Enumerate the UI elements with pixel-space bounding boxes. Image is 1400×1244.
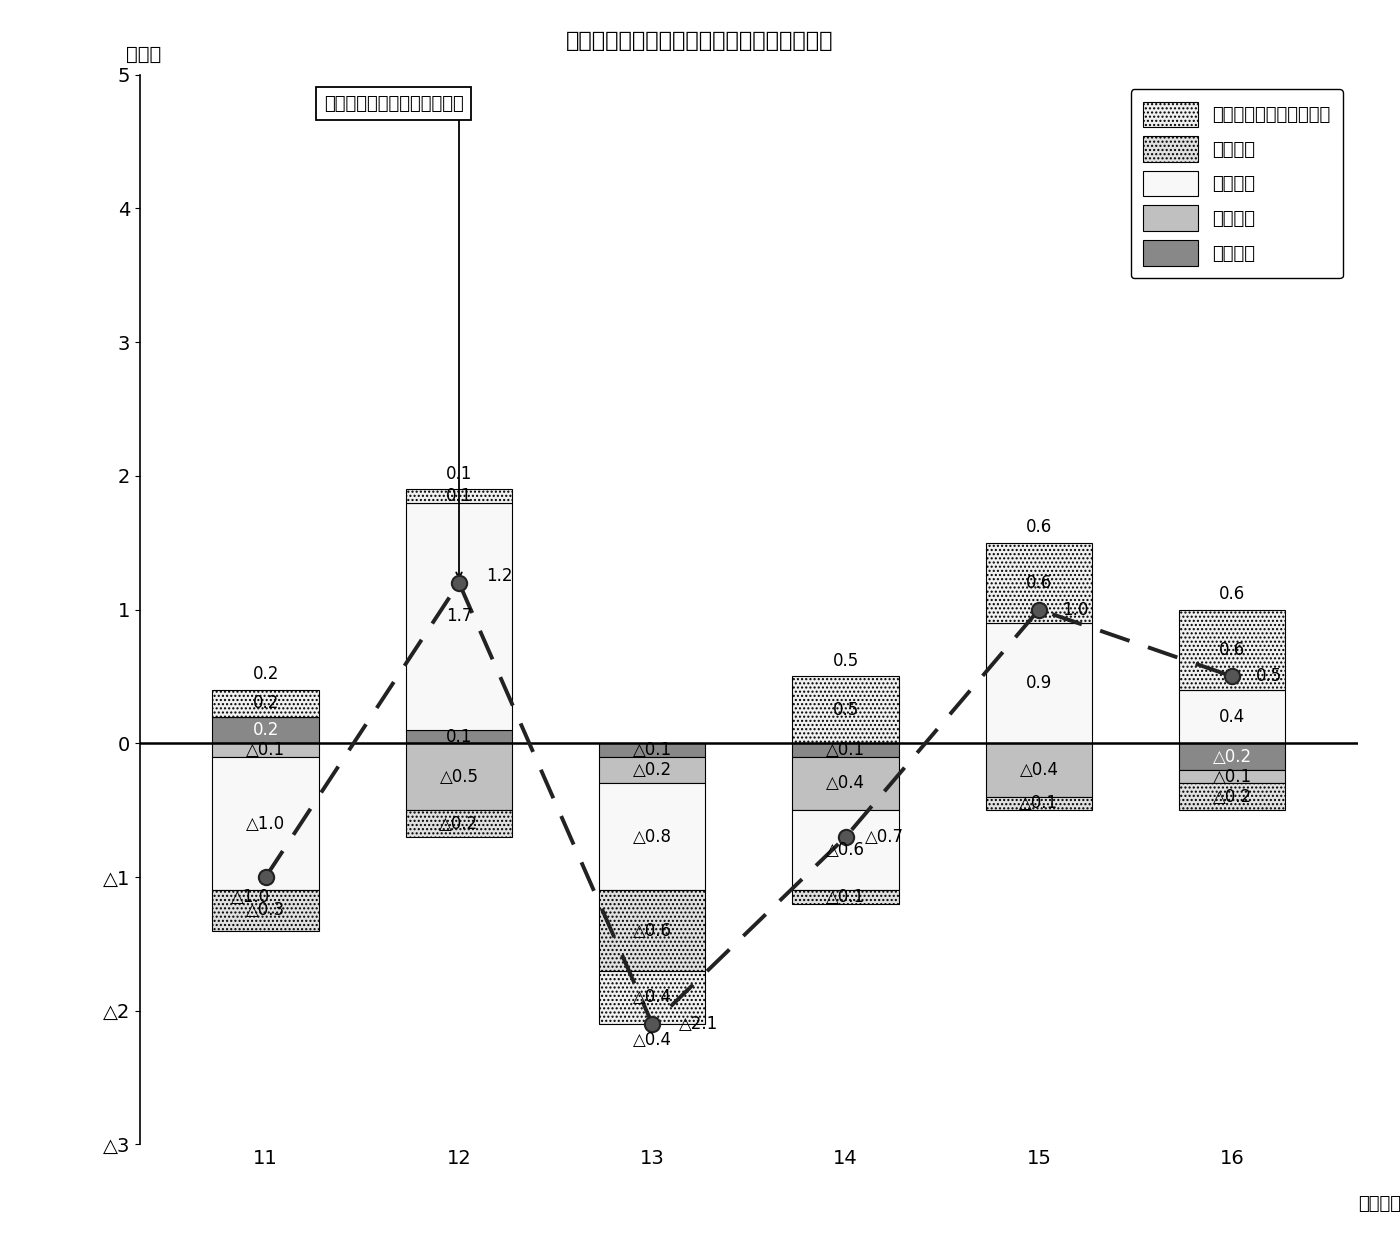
Text: △0.6: △0.6	[633, 922, 672, 939]
Bar	[986, 797, 1092, 810]
Text: △0.1: △0.1	[633, 741, 672, 759]
Text: △0.2: △0.2	[1212, 787, 1252, 806]
Text: △0.1: △0.1	[246, 741, 286, 759]
Text: 0.1: 0.1	[445, 728, 472, 745]
Text: △1.0: △1.0	[246, 815, 286, 832]
Text: 1.7: 1.7	[445, 607, 472, 626]
Bar	[792, 744, 899, 756]
Text: △0.6: △0.6	[826, 841, 865, 860]
Bar	[792, 677, 899, 744]
Text: 0.5: 0.5	[833, 652, 858, 669]
Text: △0.2: △0.2	[633, 761, 672, 779]
Text: （年度）: （年度）	[1358, 1195, 1400, 1213]
Text: 第６図　国内総支出の増加率に対する寄与度: 第６図 国内総支出の増加率に対する寄与度	[566, 31, 834, 51]
Text: 0.1: 0.1	[445, 464, 472, 483]
Text: 0.1: 0.1	[445, 486, 472, 505]
Text: （％）: （％）	[126, 45, 162, 63]
Bar	[213, 756, 319, 891]
Bar	[1179, 610, 1285, 690]
Bar	[406, 489, 512, 503]
Text: △0.5: △0.5	[440, 768, 479, 786]
Text: 1.0: 1.0	[1063, 601, 1089, 618]
Bar	[213, 891, 319, 931]
Text: 1.2: 1.2	[486, 567, 512, 585]
Bar	[213, 717, 319, 744]
Bar	[213, 690, 319, 717]
Bar	[1179, 770, 1285, 784]
Text: 0.9: 0.9	[1026, 674, 1053, 692]
Bar	[406, 730, 512, 744]
Text: △0.4: △0.4	[633, 989, 672, 1006]
Bar	[986, 623, 1092, 744]
Text: △0.4: △0.4	[826, 775, 865, 792]
Bar	[1179, 744, 1285, 770]
Text: 0.4: 0.4	[1219, 708, 1246, 725]
Bar	[213, 744, 319, 756]
Text: 0.6: 0.6	[1219, 641, 1246, 658]
Text: 0.2: 0.2	[252, 666, 279, 683]
Text: 0.5: 0.5	[1256, 668, 1282, 685]
Bar	[599, 744, 706, 756]
Text: △0.8: △0.8	[633, 829, 672, 846]
Text: △1.0: △1.0	[231, 888, 270, 906]
Text: △0.3: △0.3	[246, 902, 286, 919]
Text: △0.1: △0.1	[826, 888, 865, 906]
Bar	[792, 891, 899, 904]
Text: 国内総支出（名目）の伸び率: 国内総支出（名目）の伸び率	[323, 95, 463, 113]
Text: △0.2: △0.2	[440, 815, 479, 832]
Text: 0.5: 0.5	[833, 700, 858, 719]
Bar	[599, 784, 706, 891]
Text: △0.4: △0.4	[633, 1031, 672, 1049]
Text: 0.2: 0.2	[252, 694, 279, 712]
Text: △0.7: △0.7	[865, 829, 904, 846]
Text: 0.6: 0.6	[1026, 518, 1053, 536]
Bar	[599, 756, 706, 784]
Text: 0.6: 0.6	[1026, 573, 1053, 592]
Text: 0.2: 0.2	[252, 722, 279, 739]
Text: △0.1: △0.1	[826, 741, 865, 759]
Text: △2.1: △2.1	[679, 1015, 718, 1033]
Text: △0.4: △0.4	[1019, 761, 1058, 779]
Bar	[599, 891, 706, 970]
Bar	[792, 756, 899, 810]
Legend: 財貨・サービスの純輸出, 家計部門, 企業部門, 地方政府, 中央政府: 財貨・サービスの純輸出, 家計部門, 企業部門, 地方政府, 中央政府	[1131, 90, 1343, 279]
Bar	[406, 744, 512, 810]
Bar	[406, 503, 512, 730]
Text: △0.1: △0.1	[1212, 768, 1252, 786]
Bar	[599, 970, 706, 1024]
Bar	[986, 744, 1092, 797]
Text: △0.1: △0.1	[1019, 795, 1058, 812]
Bar	[792, 810, 899, 891]
Bar	[406, 810, 512, 837]
Bar	[1179, 784, 1285, 810]
Text: 0.6: 0.6	[1219, 585, 1246, 603]
Bar	[986, 542, 1092, 623]
Text: △0.2: △0.2	[1212, 748, 1252, 765]
Bar	[1179, 690, 1285, 744]
